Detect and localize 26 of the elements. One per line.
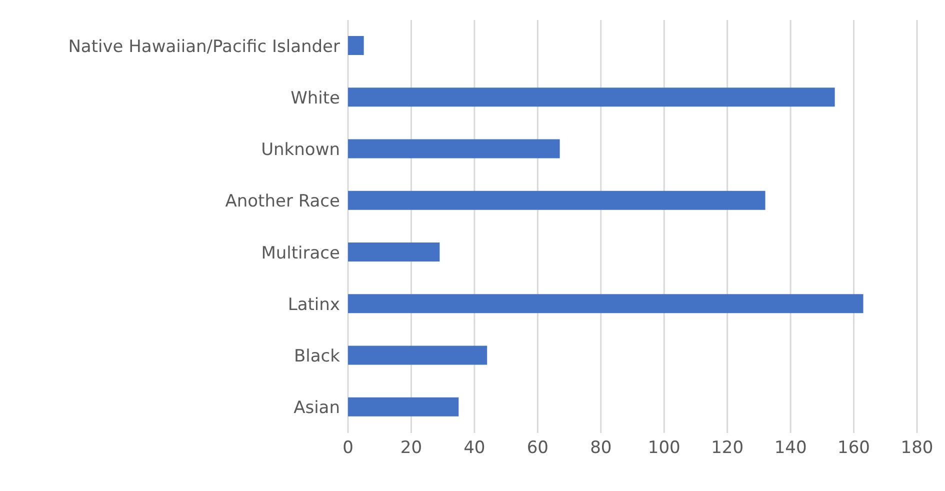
- bar: [348, 294, 864, 314]
- x-tick-label: 120: [711, 438, 744, 458]
- x-tick-label: 100: [648, 438, 680, 458]
- bar: [348, 397, 459, 416]
- y-tick-label: Unknown: [261, 140, 340, 160]
- x-tick-label: 0: [342, 438, 354, 458]
- y-tick-label: White: [290, 88, 340, 108]
- bar: [348, 88, 835, 107]
- y-tick-label: Latinx: [288, 294, 340, 315]
- x-tick-label: 20: [400, 438, 422, 458]
- x-tick-label: 140: [774, 438, 807, 458]
- bar: [348, 139, 560, 158]
- y-tick-label: Another Race: [225, 192, 340, 212]
- y-tick-label: Black: [294, 346, 340, 367]
- bar: [348, 36, 364, 55]
- x-tick-label: 180: [900, 438, 934, 458]
- y-tick-label: Asian: [294, 398, 340, 418]
- x-tick-label: 40: [464, 438, 486, 458]
- y-tick-label: Native Hawaiian/Pacific Islander: [68, 36, 340, 57]
- y-tick-label: Multirace: [261, 243, 340, 264]
- x-tick-label: 80: [590, 438, 612, 458]
- x-tick-label: 160: [838, 438, 870, 458]
- x-tick-label: 60: [526, 438, 548, 458]
- bar: [348, 242, 440, 262]
- bar: [348, 190, 766, 210]
- bar: [348, 346, 488, 365]
